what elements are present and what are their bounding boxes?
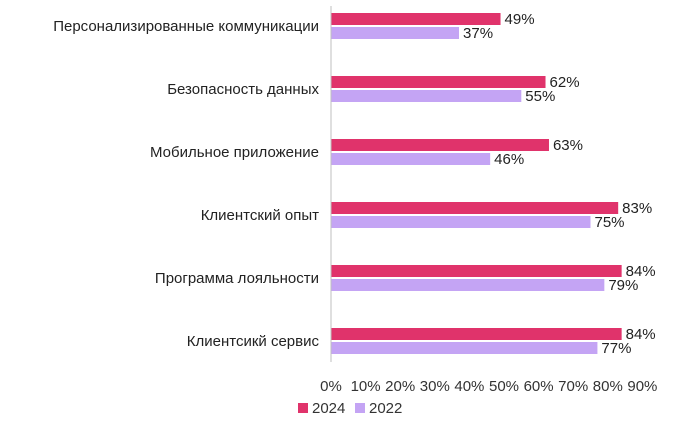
value-label-2024: 84% xyxy=(626,263,656,280)
category-label: Персонализированные коммуникации xyxy=(53,18,319,35)
x-tick-label: 10% xyxy=(351,378,381,395)
x-tick-label: 50% xyxy=(489,378,519,395)
bar-2024 xyxy=(331,139,549,151)
value-label-2022: 77% xyxy=(601,340,631,357)
x-tick-label: 0% xyxy=(320,378,342,395)
legend-swatch-2024 xyxy=(298,403,308,413)
bar-2024 xyxy=(331,265,622,277)
value-label-2022: 37% xyxy=(463,25,493,42)
category-label: Клиентский опыт xyxy=(201,207,319,224)
bar-2022 xyxy=(331,216,591,228)
bar-2022 xyxy=(331,279,605,291)
legend-label-2024: 2024 xyxy=(312,400,345,417)
value-label-2022: 75% xyxy=(595,214,625,231)
bar-2024 xyxy=(331,202,619,214)
bar-2022 xyxy=(331,90,522,102)
bar-2024 xyxy=(331,13,501,25)
bar-2022 xyxy=(331,342,598,354)
x-tick-label: 70% xyxy=(558,378,588,395)
labels-group: Персонализированные коммуникации 49% 37% Бе… xyxy=(53,11,655,357)
category-label: Мобильное приложение xyxy=(150,144,319,161)
x-tick-label: 90% xyxy=(627,378,657,395)
value-label-2022: 55% xyxy=(525,88,555,105)
bar-2024 xyxy=(331,328,622,340)
value-label-2022: 79% xyxy=(608,277,638,294)
category-label: Безопасность данных xyxy=(167,81,319,98)
bar-2024 xyxy=(331,76,546,88)
x-tick-label: 80% xyxy=(593,378,623,395)
category-label: Программа лояльности xyxy=(155,270,319,287)
value-label-2024: 83% xyxy=(622,200,652,217)
legend-swatch-2022 xyxy=(355,403,365,413)
legend: 2024 2022 xyxy=(298,400,402,417)
x-tick-label: 30% xyxy=(420,378,450,395)
value-label-2024: 49% xyxy=(505,11,535,28)
value-label-2024: 62% xyxy=(550,74,580,91)
category-label: Клиентсикй сервис xyxy=(187,333,320,350)
bars-group xyxy=(331,13,622,354)
legend-label-2022: 2022 xyxy=(369,400,402,417)
x-tick-label: 20% xyxy=(385,378,415,395)
x-tick-label: 40% xyxy=(454,378,484,395)
value-label-2024: 63% xyxy=(553,137,583,154)
bar-2022 xyxy=(331,27,460,39)
bar-2022 xyxy=(331,153,491,165)
value-label-2022: 46% xyxy=(494,151,524,168)
x-tick-label: 60% xyxy=(524,378,554,395)
x-axis-ticks: 0% 10% 20% 30% 40% 50% 60% 70% 80% 90% xyxy=(320,378,657,395)
value-label-2024: 84% xyxy=(626,326,656,343)
